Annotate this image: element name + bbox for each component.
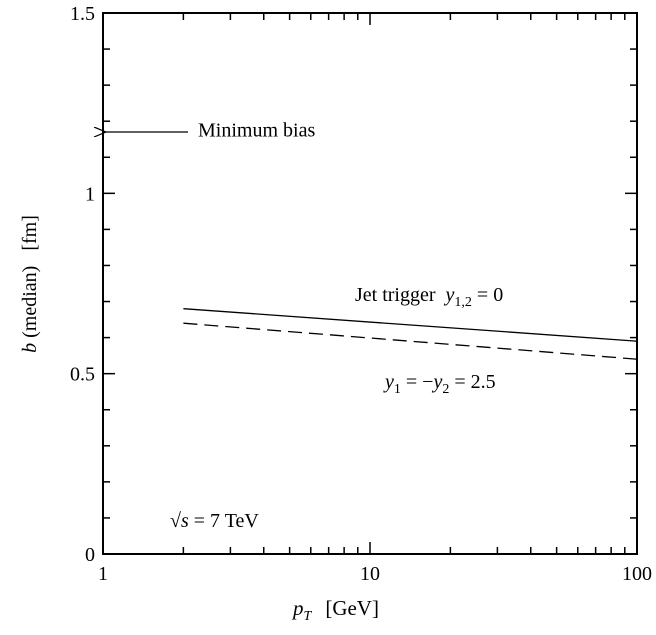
y-axis-label: b (median) [fm]: [19, 215, 41, 353]
series-line-2: [183, 322, 638, 360]
jet-trigger-label: Jet trigger y1,2 = 0: [355, 284, 503, 310]
tick-labels: 1 10 100 0 0.5 1 1.5: [70, 3, 652, 585]
energy-label: √s = 7 TeV: [170, 510, 259, 532]
y-tick-label: 0.5: [70, 364, 95, 386]
series-group: [183, 308, 638, 360]
y-tick-label: 0: [85, 544, 95, 566]
y-tick-label: 1.5: [70, 3, 95, 25]
min-bias-label: Minimum bias: [198, 120, 315, 142]
x-tick-label: 1: [98, 563, 108, 585]
series-line-1: [183, 308, 638, 342]
axis-ticks: [102, 12, 638, 555]
y-tick-label: 1: [85, 183, 95, 205]
dashed-series-label: y1 = −y2 = 2.5: [383, 371, 496, 397]
x-tick-label: 100: [622, 563, 652, 585]
x-tick-label: 10: [360, 563, 380, 585]
x-axis-label: pT [GeV]: [291, 596, 379, 624]
